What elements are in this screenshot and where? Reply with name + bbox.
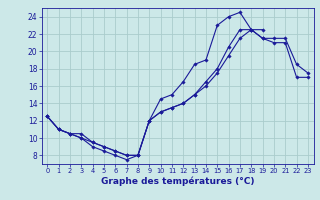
X-axis label: Graphe des températures (°C): Graphe des températures (°C) [101,177,254,186]
